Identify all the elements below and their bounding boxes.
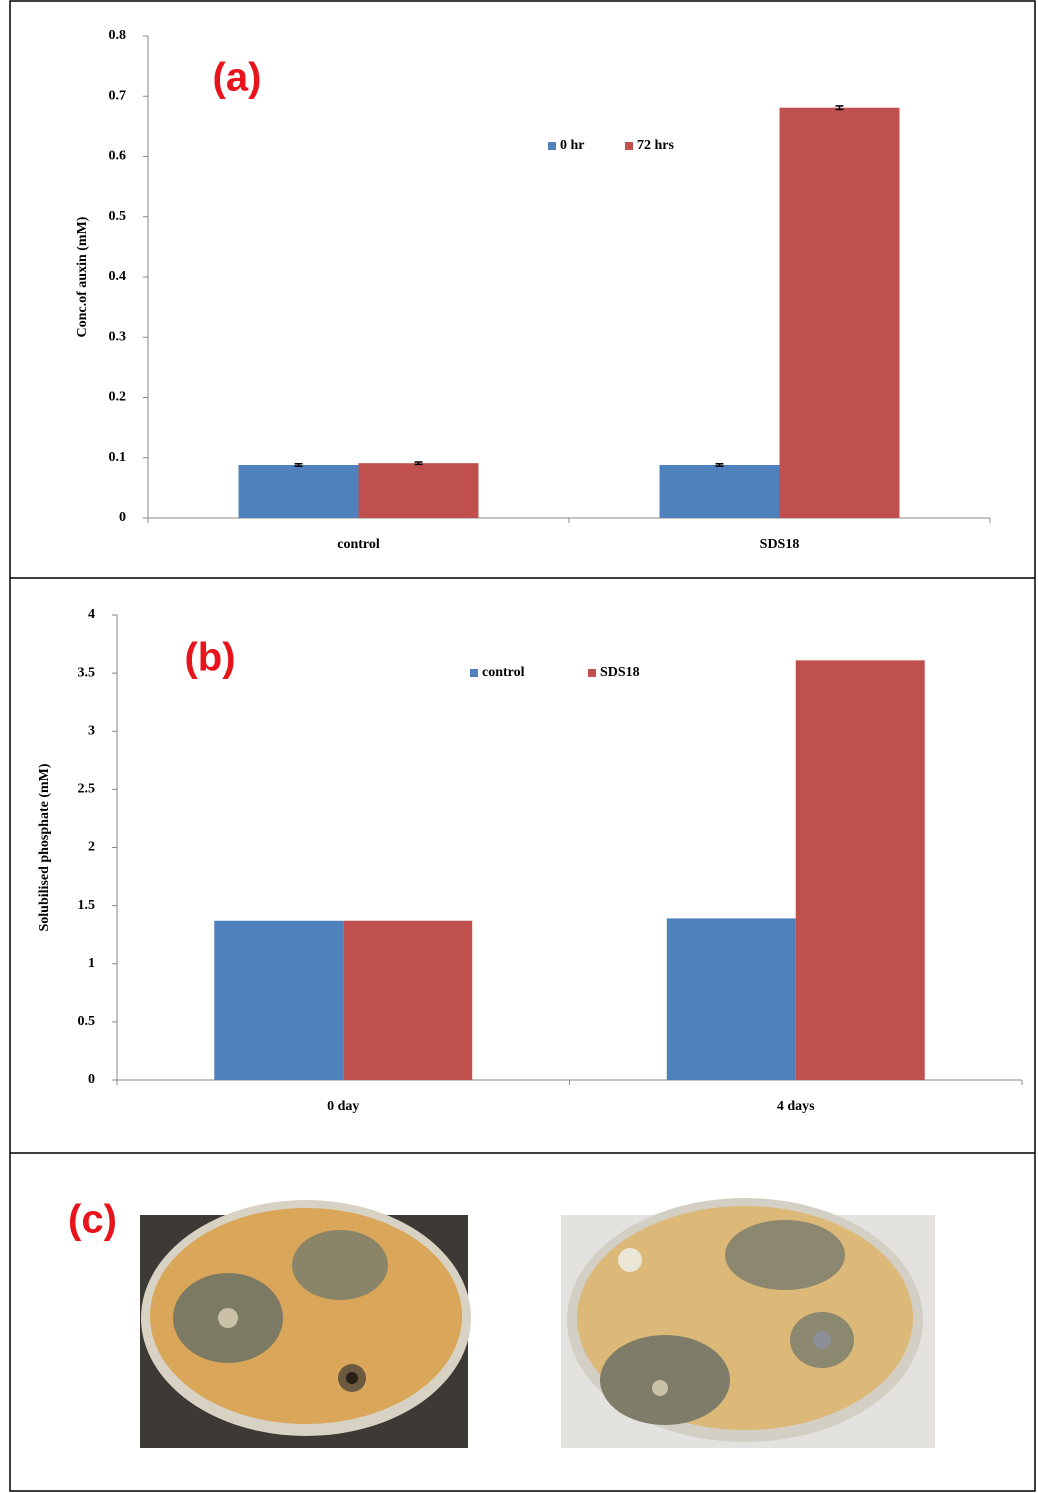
y-tick-label: 1: [88, 956, 95, 971]
y-tick-label: 0: [88, 1072, 95, 1087]
legend-label: 72 hrs: [637, 138, 675, 153]
bar: [238, 464, 359, 518]
chart-title: (b): [184, 636, 235, 680]
legend-swatch: [625, 142, 633, 150]
legend-swatch: [588, 669, 596, 677]
legend-label: SDS18: [600, 665, 640, 680]
error-bar: [294, 463, 303, 467]
y-tick-label: 0.4: [109, 269, 127, 284]
y-tick-label: 0.7: [109, 88, 127, 103]
bar: [358, 463, 479, 518]
legend-label: 0 hr: [560, 138, 585, 153]
x-tick-label: 4 days: [777, 1099, 815, 1114]
error-bar: [715, 463, 724, 467]
y-tick-label: 3.5: [78, 665, 96, 680]
y-axis-label: Conc.of auxin (mM): [75, 216, 90, 337]
y-axis-label: Solubilised phosphate (mM): [37, 763, 52, 931]
x-tick-label: SDS18: [760, 537, 800, 552]
legend-swatch: [470, 669, 478, 677]
bar: [666, 918, 796, 1080]
error-bar: [414, 461, 423, 466]
bar: [214, 920, 344, 1080]
y-tick-label: 4: [88, 607, 95, 622]
x-tick-label: 0 day: [327, 1099, 359, 1114]
y-tick-label: 0.5: [78, 1014, 96, 1029]
chart-title: (a): [213, 56, 262, 100]
legend-label: control: [482, 665, 525, 680]
y-tick-label: 0: [119, 510, 126, 525]
photo-left: [140, 1200, 471, 1448]
bar: [343, 920, 473, 1080]
photo-right: [561, 1198, 935, 1448]
y-tick-label: 3: [88, 723, 95, 738]
y-tick-label: 0.3: [109, 329, 127, 344]
y-tick-label: 2.5: [78, 782, 96, 797]
x-tick-label: control: [337, 537, 380, 552]
bar: [795, 660, 925, 1080]
panel-label: (c): [68, 1198, 117, 1242]
bar: [659, 464, 780, 518]
bar: [779, 107, 900, 518]
y-tick-label: 2: [88, 840, 95, 855]
error-bar: [835, 105, 844, 111]
y-tick-label: 0.1: [109, 450, 127, 465]
y-tick-label: 0.6: [109, 149, 127, 164]
y-tick-label: 1.5: [78, 898, 96, 913]
y-tick-label: 0.5: [109, 209, 127, 224]
frame: [9, 0, 1036, 1492]
legend-swatch: [548, 142, 556, 150]
y-tick-label: 0.2: [109, 390, 127, 405]
y-tick-label: 0.8: [109, 28, 127, 43]
